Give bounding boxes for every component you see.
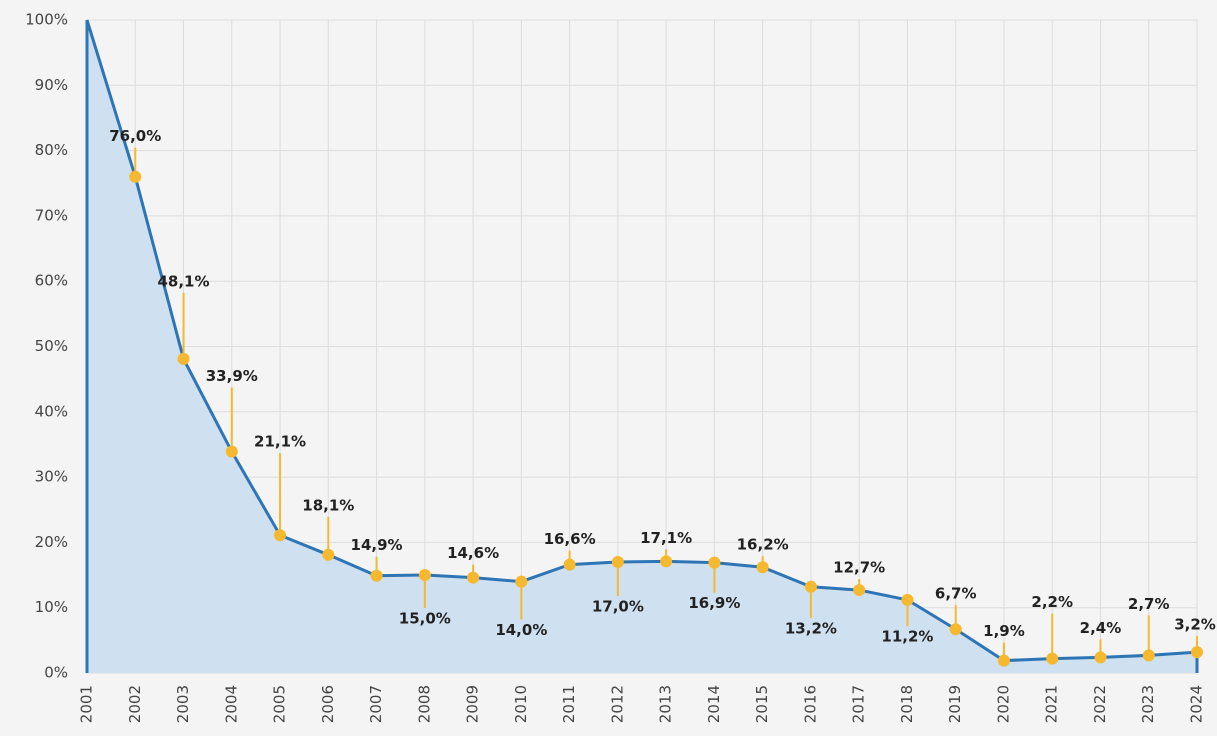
marker bbox=[901, 593, 914, 606]
data-label: 48,1% bbox=[157, 272, 209, 290]
x-tick-label: 2008 bbox=[415, 685, 433, 723]
marker bbox=[418, 569, 431, 582]
x-tick-label: 2024 bbox=[1188, 685, 1206, 723]
data-label: 14,9% bbox=[351, 536, 403, 554]
marker bbox=[515, 575, 528, 588]
marker bbox=[177, 352, 190, 365]
x-tick-label: 2013 bbox=[657, 685, 675, 723]
data-label: 17,0% bbox=[592, 597, 644, 615]
y-tick-label: 80% bbox=[35, 141, 68, 159]
x-tick-label: 2006 bbox=[319, 685, 337, 723]
marker bbox=[1191, 646, 1203, 659]
y-tick-label: 40% bbox=[35, 402, 68, 420]
x-tick-label: 2022 bbox=[1091, 685, 1109, 723]
y-tick-label: 50% bbox=[35, 337, 68, 355]
data-label: 14,0% bbox=[495, 621, 547, 639]
data-label: 14,6% bbox=[447, 544, 499, 562]
y-tick-label: 20% bbox=[35, 533, 68, 551]
data-label: 17,1% bbox=[640, 529, 692, 547]
marker bbox=[804, 580, 817, 593]
y-tick-label: 70% bbox=[35, 206, 68, 224]
x-tick-label: 2023 bbox=[1139, 685, 1157, 723]
data-label: 11,2% bbox=[881, 627, 933, 645]
marker bbox=[322, 548, 335, 561]
data-label: 6,7% bbox=[935, 585, 977, 603]
x-tick-label: 2005 bbox=[271, 685, 289, 723]
y-tick-label: 100% bbox=[25, 11, 68, 29]
marker bbox=[756, 561, 769, 574]
y-tick-label: 90% bbox=[35, 76, 68, 94]
marker bbox=[274, 529, 287, 542]
x-tick-label: 2010 bbox=[512, 685, 530, 723]
data-label: 2,4% bbox=[1080, 619, 1122, 637]
marker bbox=[563, 558, 576, 571]
marker bbox=[853, 584, 866, 597]
x-tick-label: 2020 bbox=[994, 685, 1012, 723]
marker bbox=[708, 556, 721, 569]
x-tick-label: 2004 bbox=[222, 685, 240, 723]
marker bbox=[611, 555, 624, 568]
x-tick-label: 2019 bbox=[946, 685, 964, 723]
marker bbox=[129, 170, 142, 183]
x-tick-label: 2011 bbox=[560, 685, 578, 723]
x-tick-label: 2001 bbox=[78, 685, 96, 723]
area bbox=[87, 20, 1197, 673]
y-tick-label: 10% bbox=[35, 598, 68, 616]
data-label: 33,9% bbox=[206, 367, 258, 385]
x-tick-label: 2014 bbox=[705, 685, 723, 723]
x-tick-label: 2002 bbox=[126, 685, 144, 723]
data-label: 16,2% bbox=[737, 536, 789, 554]
x-tick-label: 2009 bbox=[464, 685, 482, 723]
marker bbox=[225, 445, 238, 458]
x-tick-label: 2017 bbox=[850, 685, 868, 723]
data-label: 16,9% bbox=[688, 594, 740, 612]
x-tick-label: 2021 bbox=[1043, 685, 1061, 723]
x-tick-label: 2003 bbox=[174, 685, 192, 723]
x-tick-label: 2007 bbox=[367, 685, 385, 723]
data-label: 2,7% bbox=[1128, 595, 1170, 613]
data-label: 16,6% bbox=[544, 530, 596, 548]
x-tick-label: 2018 bbox=[898, 685, 916, 723]
data-label: 1,9% bbox=[983, 622, 1025, 640]
x-tick-label: 2015 bbox=[753, 685, 771, 723]
data-label: 3,2% bbox=[1174, 616, 1216, 634]
x-tick-label: 2016 bbox=[801, 685, 819, 723]
marker bbox=[1142, 649, 1155, 662]
line bbox=[85, 19, 1198, 663]
data-label: 18,1% bbox=[302, 496, 354, 514]
data-label: 12,7% bbox=[833, 559, 885, 577]
data-label: 13,2% bbox=[785, 619, 837, 637]
data-label: 21,1% bbox=[254, 433, 306, 451]
data-label: 76,0% bbox=[109, 127, 161, 145]
marker bbox=[949, 623, 962, 636]
marker bbox=[467, 571, 480, 584]
x-tick-label: 2012 bbox=[608, 685, 626, 723]
y-tick-label: 30% bbox=[35, 468, 68, 486]
marker bbox=[660, 555, 673, 568]
data-label: 2,2% bbox=[1031, 593, 1073, 611]
marker bbox=[1094, 651, 1107, 664]
marker bbox=[997, 654, 1010, 667]
marker bbox=[370, 569, 383, 582]
y-tick-label: 60% bbox=[35, 272, 68, 290]
data-label: 15,0% bbox=[399, 610, 451, 628]
y-tick-label: 0% bbox=[44, 664, 68, 682]
marker bbox=[1046, 652, 1059, 665]
